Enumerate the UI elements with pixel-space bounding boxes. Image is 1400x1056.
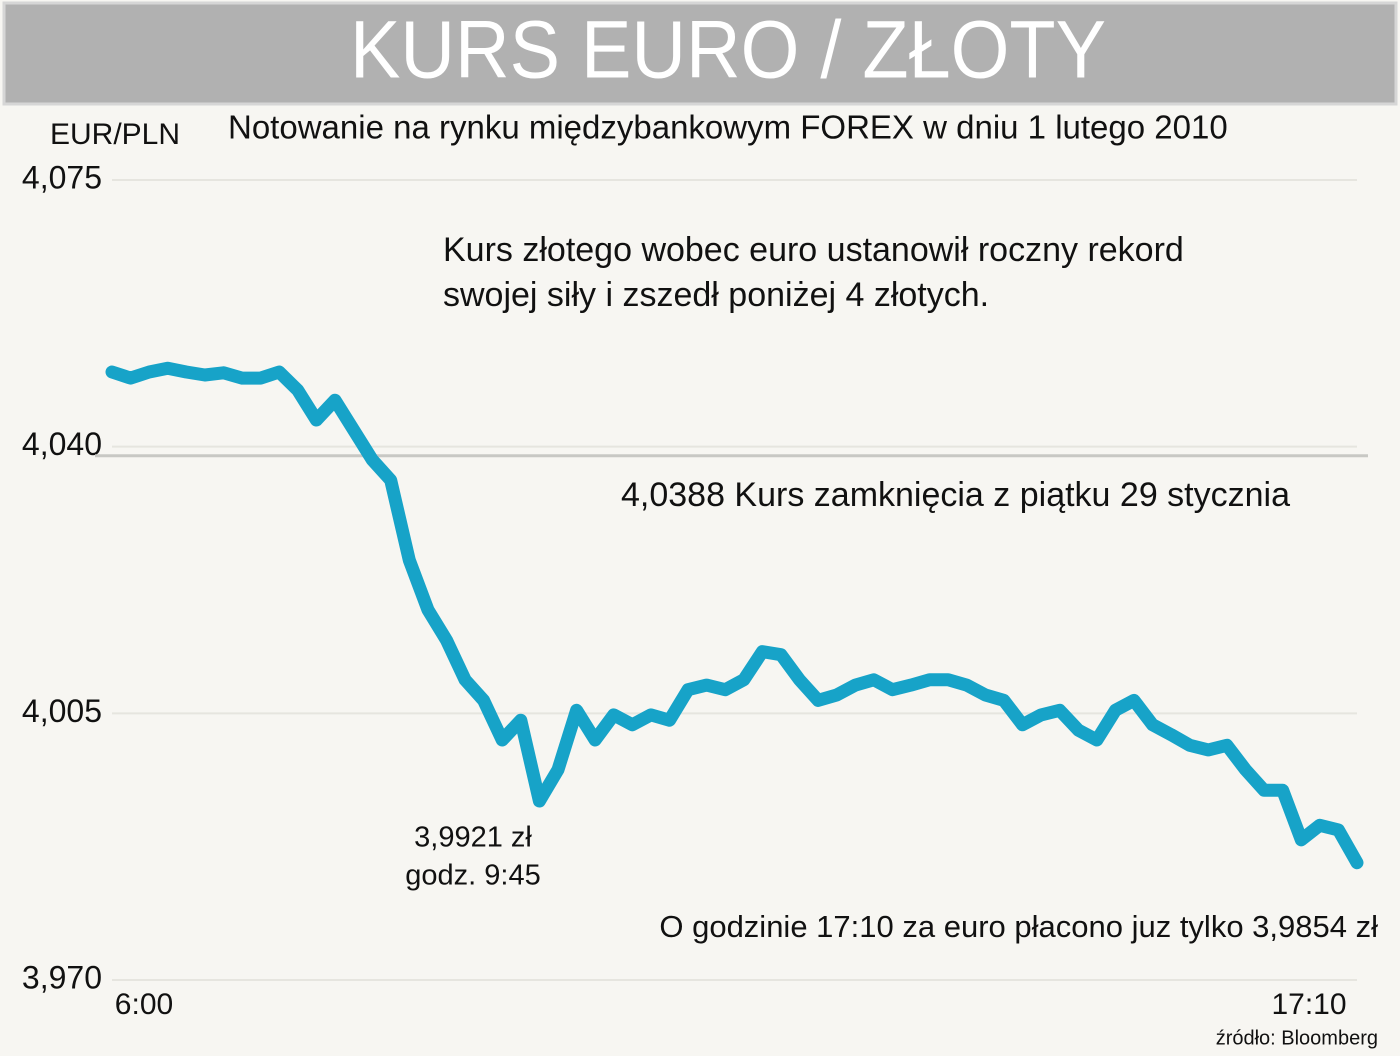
- source: źródło: Bloomberg: [1216, 1027, 1378, 1049]
- y-tick-label: 4,040: [22, 426, 102, 462]
- annotation: O godzinie 17:10 za euro płacono juz tyl…: [659, 909, 1378, 944]
- y-tick-label: 3,970: [22, 959, 102, 995]
- y-tick-label: 4,005: [22, 693, 102, 729]
- annotation: swojej siły i zszedł poniżej 4 złotych.: [443, 276, 989, 314]
- annotation: Kurs złotego wobec euro ustanowił roczny…: [443, 231, 1184, 269]
- chart-title: KURS EURO / ZŁOTY: [350, 5, 1106, 96]
- y-axis-label: EUR/PLN: [50, 118, 180, 151]
- annotation: 3,9921 zł: [414, 822, 532, 854]
- data-line: [105, 361, 1364, 870]
- x-tick-label: 17:10: [1271, 988, 1346, 1021]
- title-bar: [2, 1, 1398, 106]
- annotation: godz. 9:45: [405, 860, 540, 892]
- x-tick-label: 6:00: [115, 988, 173, 1021]
- chart-subtitle: Notowanie na rynku międzybankowym FOREX …: [228, 109, 1228, 146]
- reference-label: 4,0388 Kurs zamknięcia z piątku 29 stycz…: [621, 476, 1290, 514]
- y-tick-label: 4,075: [22, 159, 102, 195]
